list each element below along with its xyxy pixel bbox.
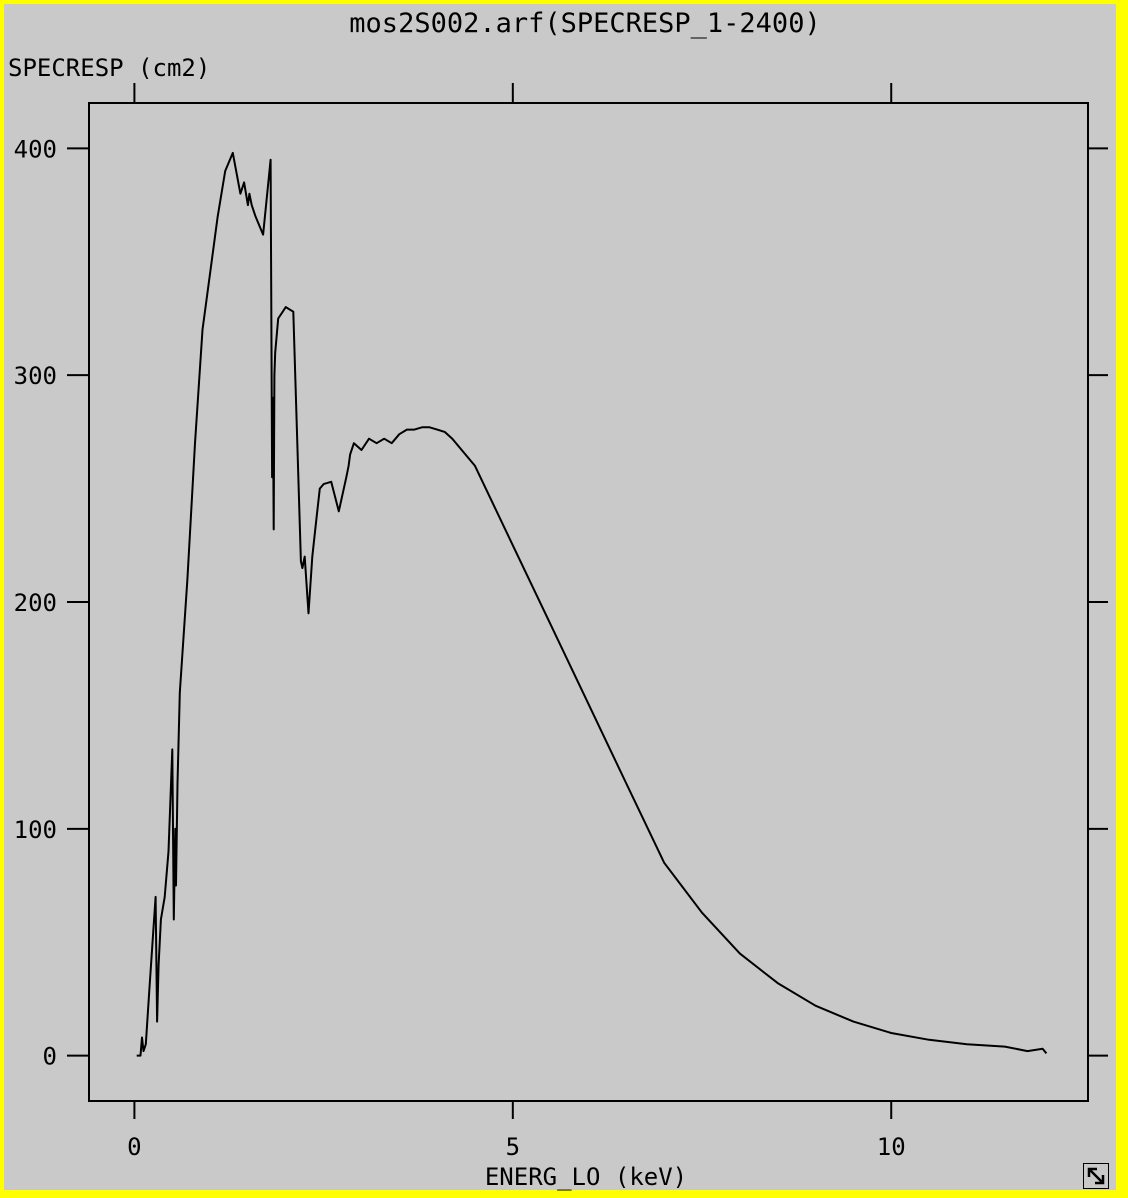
- axis-ticks: [67, 83, 1108, 1119]
- plot-area: [88, 102, 1089, 1102]
- x-axis-label: ENERG_LO (keV): [485, 1163, 687, 1191]
- x-tick-label: 0: [127, 1133, 141, 1161]
- y-tick-label: 300: [14, 362, 57, 390]
- x-tick-label: 10: [877, 1133, 906, 1161]
- resize-button[interactable]: [1083, 1163, 1109, 1189]
- series-line: [136, 151, 1048, 1057]
- resize-arrow-icon: [1087, 1167, 1105, 1185]
- x-tick-label: 5: [506, 1133, 520, 1161]
- y-axis-label: SPECRESP (cm2): [8, 54, 210, 82]
- chart-title: mos2S002.arf(SPECRESP_1-2400): [349, 8, 820, 39]
- y-tick-label: 400: [14, 135, 57, 163]
- y-tick-label: 200: [14, 589, 57, 617]
- y-tick-label: 100: [14, 816, 57, 844]
- y-tick-label: 0: [43, 1043, 57, 1071]
